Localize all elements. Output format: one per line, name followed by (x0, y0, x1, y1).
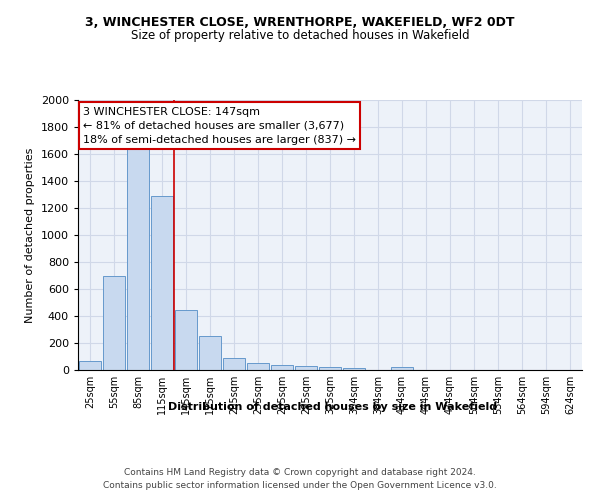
Text: Contains HM Land Registry data © Crown copyright and database right 2024.: Contains HM Land Registry data © Crown c… (124, 468, 476, 477)
Bar (271, 364, 293, 370)
Bar (223, 358, 245, 370)
Bar (343, 368, 365, 370)
Bar (319, 366, 341, 370)
Text: 3, WINCHESTER CLOSE, WRENTHORPE, WAKEFIELD, WF2 0DT: 3, WINCHESTER CLOSE, WRENTHORPE, WAKEFIE… (85, 16, 515, 29)
Y-axis label: Number of detached properties: Number of detached properties (25, 148, 35, 322)
Bar (151, 196, 173, 370)
Text: 3 WINCHESTER CLOSE: 147sqm
← 81% of detached houses are smaller (3,677)
18% of s: 3 WINCHESTER CLOSE: 147sqm ← 81% of deta… (83, 107, 356, 145)
Text: Size of property relative to detached houses in Wakefield: Size of property relative to detached ho… (131, 30, 469, 43)
Bar (175, 310, 197, 370)
Bar (103, 276, 125, 370)
Bar (127, 150, 149, 370)
Text: Contains public sector information licensed under the Open Government Licence v3: Contains public sector information licen… (103, 480, 497, 490)
Bar (247, 362, 269, 370)
Bar (79, 361, 101, 370)
Bar (391, 368, 413, 370)
Bar (295, 366, 317, 370)
Bar (199, 336, 221, 370)
Text: Distribution of detached houses by size in Wakefield: Distribution of detached houses by size … (169, 402, 497, 412)
